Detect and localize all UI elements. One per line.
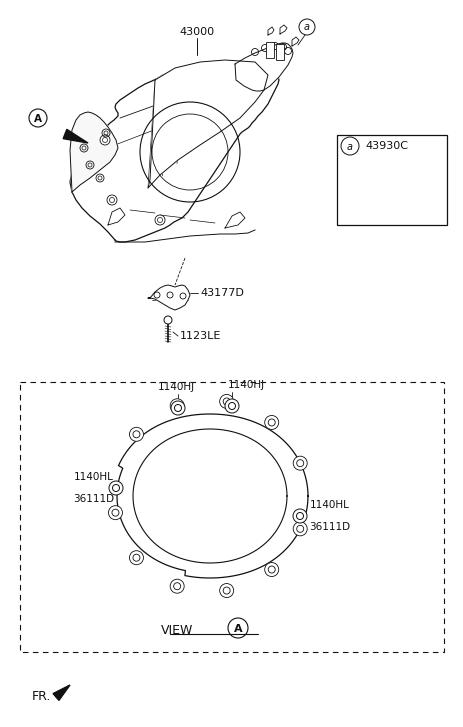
Circle shape	[264, 415, 278, 430]
Text: 43177D: 43177D	[200, 288, 244, 298]
Text: 1140HL: 1140HL	[74, 472, 114, 482]
Text: 36111D: 36111D	[309, 522, 350, 532]
Text: FR.: FR.	[32, 691, 51, 704]
Polygon shape	[108, 208, 125, 225]
Circle shape	[219, 395, 233, 409]
Circle shape	[171, 401, 185, 415]
Polygon shape	[148, 60, 268, 188]
Circle shape	[109, 481, 123, 495]
Circle shape	[108, 506, 122, 520]
Text: A: A	[34, 113, 42, 124]
Circle shape	[293, 522, 307, 536]
Polygon shape	[133, 429, 287, 563]
Bar	[336, 135, 446, 225]
Text: 36111D: 36111D	[73, 494, 114, 504]
Text: 1123LE: 1123LE	[180, 331, 221, 341]
Text: a: a	[346, 142, 352, 151]
Circle shape	[292, 509, 307, 523]
Polygon shape	[148, 285, 189, 310]
Text: 1140HL: 1140HL	[309, 500, 349, 510]
Polygon shape	[63, 129, 88, 143]
Circle shape	[219, 584, 233, 598]
Text: 1140HJ: 1140HJ	[157, 382, 194, 392]
Circle shape	[129, 551, 143, 565]
Bar	[265, 42, 274, 58]
Text: 1140HJ: 1140HJ	[227, 380, 264, 390]
Polygon shape	[291, 37, 298, 46]
Circle shape	[170, 579, 184, 593]
Text: a: a	[303, 23, 309, 33]
Polygon shape	[117, 414, 307, 578]
Text: 43000: 43000	[179, 27, 214, 37]
Circle shape	[107, 195, 117, 205]
Polygon shape	[234, 43, 292, 91]
Polygon shape	[279, 25, 287, 34]
Polygon shape	[268, 27, 274, 35]
Bar	[20, 382, 443, 652]
Polygon shape	[53, 685, 70, 700]
Circle shape	[170, 399, 184, 413]
Circle shape	[100, 135, 110, 145]
Polygon shape	[70, 112, 118, 192]
Text: VIEW: VIEW	[160, 624, 193, 637]
Circle shape	[264, 563, 278, 577]
Circle shape	[129, 427, 143, 441]
Text: 43930C: 43930C	[364, 141, 407, 151]
Circle shape	[155, 215, 165, 225]
Circle shape	[225, 399, 238, 413]
Bar	[275, 44, 283, 60]
Polygon shape	[70, 64, 278, 242]
Text: A: A	[233, 624, 242, 633]
Circle shape	[163, 316, 172, 324]
Circle shape	[293, 456, 307, 470]
Polygon shape	[225, 212, 244, 228]
